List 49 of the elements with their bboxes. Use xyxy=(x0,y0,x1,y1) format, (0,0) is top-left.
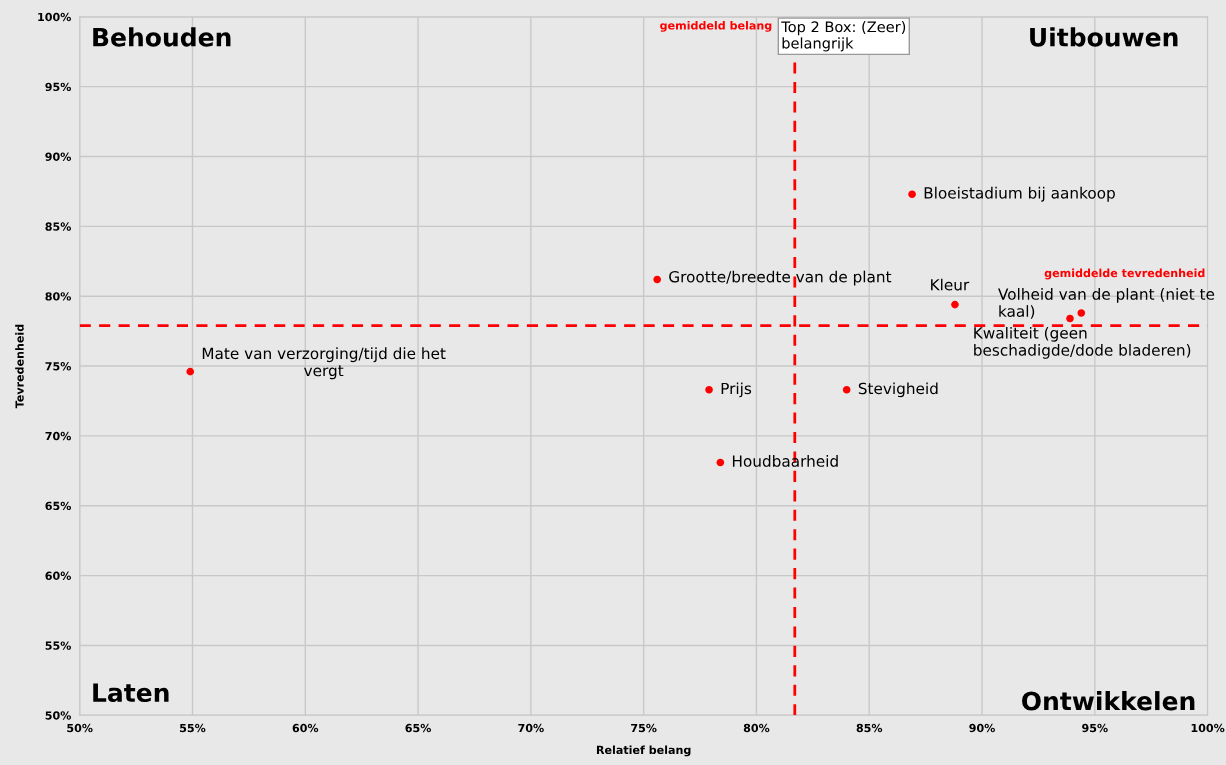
y-tick-label: 95% xyxy=(45,82,71,92)
point xyxy=(1066,314,1074,323)
y-tick-label: 70% xyxy=(45,431,71,441)
point xyxy=(705,386,713,394)
y-tick-label: 80% xyxy=(45,292,71,301)
annotation: Kwaliteit (geen beschadigde/dode bladeren) xyxy=(974,326,1191,359)
x-tick-label: 60% xyxy=(292,723,319,733)
point xyxy=(951,300,959,309)
point xyxy=(716,458,725,467)
annotation: Grootte/breedte van de plant xyxy=(669,270,892,286)
y-tick-label: 90% xyxy=(45,152,71,161)
annotation: Prijs xyxy=(721,382,752,398)
x-tick-label: 70% xyxy=(518,723,544,733)
point xyxy=(842,386,851,394)
x-axis-title: Relatief belang xyxy=(596,745,691,757)
annotation: Houdbaarheid xyxy=(732,455,838,467)
y-tick-label: 75% xyxy=(45,362,71,371)
point xyxy=(653,275,661,284)
point xyxy=(908,190,916,199)
annotation: Behouden xyxy=(93,27,231,47)
x-tick-label: 95% xyxy=(1082,723,1108,733)
x-tick-label: 75% xyxy=(631,723,657,733)
x-tick-label: 65% xyxy=(405,723,432,733)
y-tick-label: 100% xyxy=(38,12,71,22)
x-tick-label: 90% xyxy=(969,723,995,733)
annotation: Volheid van de plant (niet te kaal) xyxy=(998,288,1215,319)
annotation: Uitbouwen xyxy=(1030,27,1178,47)
annotation: Kleur xyxy=(931,278,970,291)
x-tick-label: 50% xyxy=(67,723,93,733)
annotation: Ontwikkelen xyxy=(1022,691,1195,711)
y-tick-label: 50% xyxy=(45,711,71,720)
annotation: Laten xyxy=(93,683,169,703)
y-tick-label: 60% xyxy=(45,571,71,580)
x-tick-label: 100% xyxy=(1191,723,1225,733)
annotation: Mate van verzorging/tijd die het vergt xyxy=(202,347,446,380)
annotation: Stevigheid xyxy=(858,382,938,398)
y-tick-label: 55% xyxy=(45,641,71,650)
point xyxy=(1077,309,1086,317)
y-tick-label: 65% xyxy=(45,501,71,511)
ref-line-label: gemiddeld belang xyxy=(660,21,772,32)
point xyxy=(186,367,195,376)
ref-line-label: gemiddelde tevredenheid xyxy=(1044,268,1205,280)
annotation: Top 2 Box: (Zeer) belangrijk xyxy=(781,21,906,52)
x-tick-label: 80% xyxy=(743,723,770,733)
x-tick-label: 55% xyxy=(180,723,206,733)
y-axis-title: Tevredenheid xyxy=(15,324,24,409)
x-tick-label: 85% xyxy=(856,723,883,733)
annotation: Bloeistadium bij aankoop xyxy=(924,186,1115,202)
y-tick-label: 85% xyxy=(45,222,71,231)
